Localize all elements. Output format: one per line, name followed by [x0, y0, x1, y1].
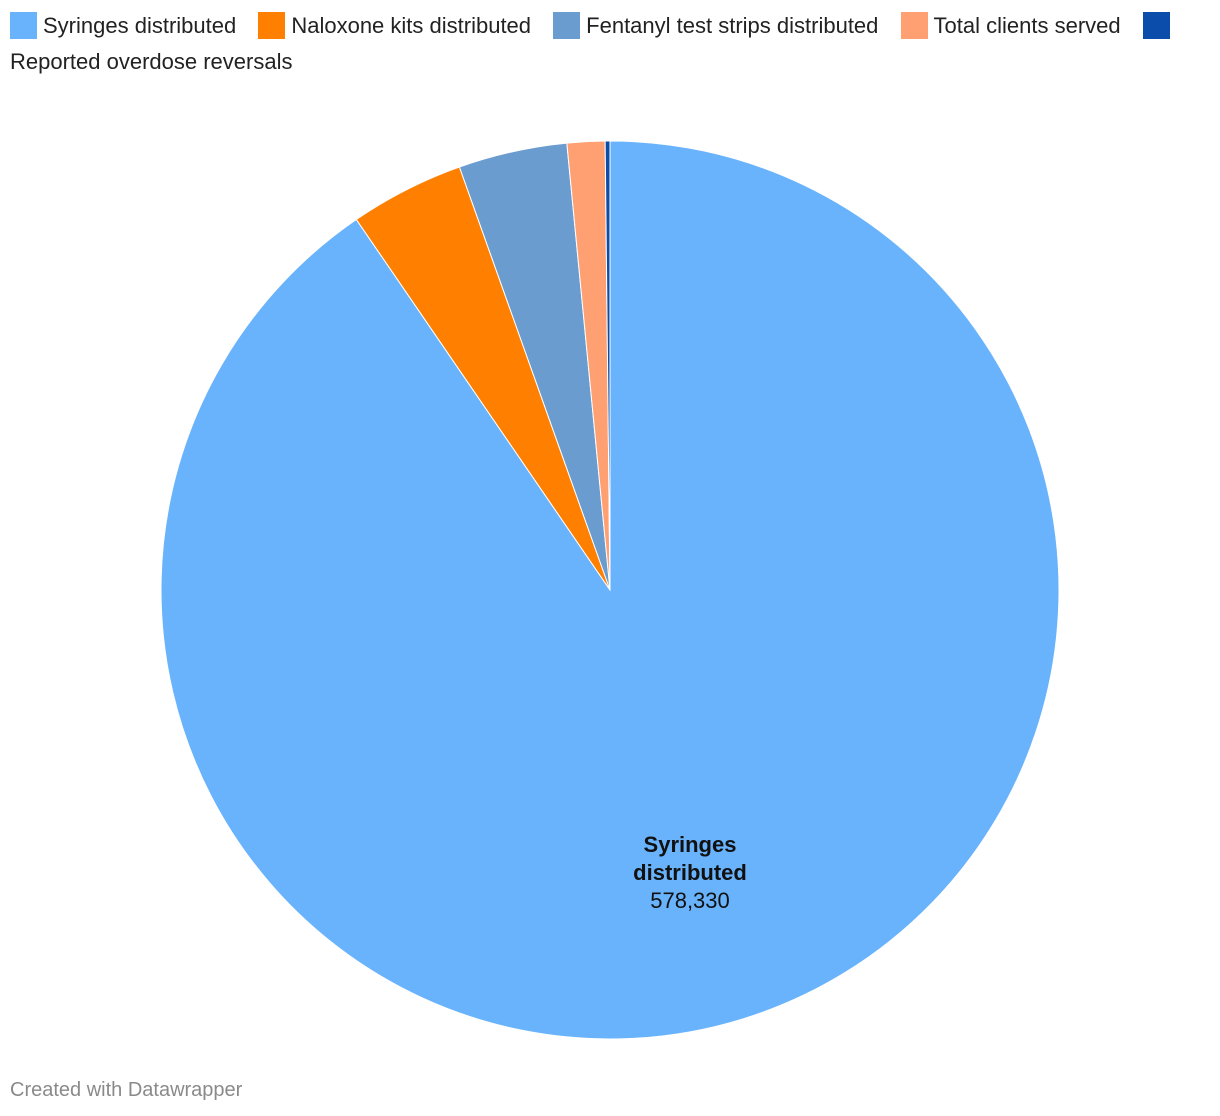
legend-label-clients: Total clients served [933, 13, 1121, 38]
pie-slice-reversals [604, 140, 611, 591]
legend-swatch-syringes [10, 12, 37, 39]
legend-item-reversals: Reported overdose reversals [10, 12, 1176, 74]
datawrapper-credit: Created with Datawrapper [10, 1079, 243, 1101]
legend-swatch-fentanyl [553, 12, 581, 39]
chart-legend: Syringes distributed Naloxone kits distr… [10, 8, 1180, 80]
slice-label-syringes-line2: distributed [633, 860, 747, 885]
legend-label-fentanyl: Fentanyl test strips distributed [586, 13, 879, 38]
legend-item-naloxone: Naloxone kits distributed [258, 12, 532, 39]
legend-item-fentanyl: Fentanyl test strips distributed [553, 12, 879, 39]
legend-item-syringes: Syringes distributed [10, 12, 237, 39]
legend-swatch-naloxone [258, 12, 286, 39]
slice-value-syringes: 578,330 [650, 888, 730, 913]
legend-label-syringes: Syringes distributed [43, 13, 237, 38]
legend-label-reversals: Reported overdose reversals [10, 49, 293, 74]
legend-swatch-clients [900, 12, 928, 39]
legend-item-clients: Total clients served [900, 12, 1121, 39]
legend-swatch-reversals [1142, 12, 1170, 39]
legend-label-naloxone: Naloxone kits distributed [291, 13, 532, 38]
slice-label-syringes-line1: Syringes [644, 832, 737, 857]
